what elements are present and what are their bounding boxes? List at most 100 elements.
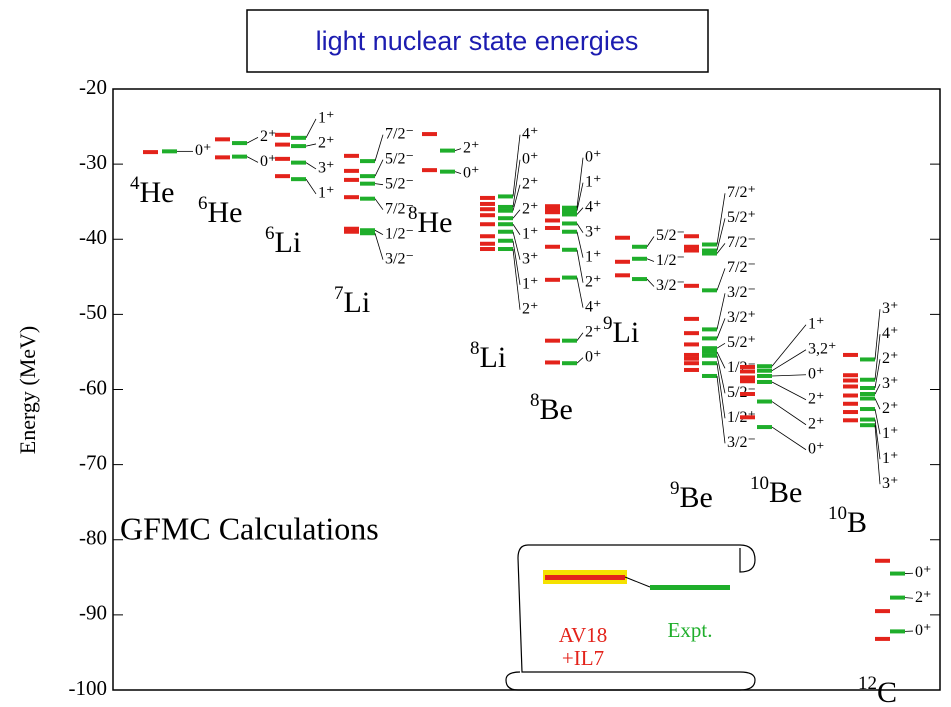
spin-label: 4⁺ [585, 198, 601, 215]
spin-label: 1⁺ [585, 248, 601, 265]
calc-level [480, 241, 495, 246]
y-tick-label: -20 [79, 75, 107, 99]
legend-scroll [505, 544, 756, 691]
calc-level [275, 156, 290, 161]
leader-line [646, 278, 655, 287]
nucleus-symbol: He [140, 176, 175, 209]
spin-label: 1/2⁻ [656, 252, 685, 269]
expt-level [757, 399, 772, 404]
leader-line [512, 224, 521, 235]
calc-level [480, 207, 495, 212]
leader-line [576, 182, 584, 211]
calc-level [684, 248, 699, 253]
nucleus-name: 6Li [265, 223, 301, 259]
leader-line [576, 357, 584, 364]
spin-label: 7/2⁻ [385, 125, 414, 142]
spin-label: 3/2⁺ [727, 309, 756, 326]
calc-level [875, 609, 890, 614]
expt-level [440, 148, 455, 153]
spin-label: 3⁺ [882, 375, 898, 392]
expt-level [702, 349, 717, 354]
spin-label: 0⁺ [915, 564, 931, 581]
calc-level [480, 234, 495, 239]
leader-line [716, 193, 726, 245]
expt-level [498, 222, 513, 227]
spin-label: 7/2⁺ [727, 184, 756, 201]
expt-level [291, 144, 306, 149]
spin-label: 3/2⁻ [727, 434, 756, 451]
calc-level [843, 384, 858, 389]
calc-level [740, 379, 755, 384]
spin-label: 0⁺ [808, 365, 824, 382]
leader-line [305, 162, 317, 170]
leader-line [576, 157, 584, 208]
calc-level [843, 373, 858, 378]
nucleus: 7/2⁺5/2⁺7/2⁻7/2⁻3/2⁻3/2⁺5/2⁺1/2⁻5/2⁻1/2⁺… [670, 184, 756, 514]
spin-label: 1⁺ [808, 315, 824, 332]
calc-level [843, 410, 858, 415]
expt-level [702, 346, 717, 351]
nucleus-name: 4He [130, 173, 174, 209]
nucleus-name: 10Be [750, 473, 802, 509]
calc-level [545, 225, 560, 230]
leader-line [576, 277, 584, 308]
leader-line [874, 334, 881, 380]
expt-level [860, 396, 875, 401]
calc-level [344, 177, 359, 182]
nucleus: 0⁺ 4He [130, 142, 211, 209]
nucleus: 0⁺ 2⁺ 0⁺ 12C [858, 558, 931, 707]
calc-level [684, 367, 699, 372]
leader-line [454, 171, 462, 174]
nucleus-mass: 10 [750, 473, 769, 494]
leader-line [716, 218, 726, 251]
expt-level [860, 385, 875, 390]
legend-expt-label: Expt. [668, 618, 713, 642]
expt-level [562, 275, 577, 280]
expt-level [757, 379, 772, 384]
expt-level [860, 392, 875, 397]
expt-level [291, 160, 306, 165]
calc-level [344, 153, 359, 158]
spin-label: 2⁺ [808, 390, 824, 407]
expt-level [562, 212, 577, 217]
calc-level [684, 244, 699, 249]
nucleus-name: 8Li [470, 338, 506, 374]
spin-label: 1⁺ [522, 275, 538, 292]
spin-label: 0⁺ [585, 348, 601, 365]
spin-label: 5/2⁺ [727, 209, 756, 226]
calc-level [344, 226, 359, 231]
leader-line [374, 233, 384, 260]
expt-level [360, 159, 375, 164]
expt-level [860, 377, 875, 382]
nucleus-symbol: C [877, 676, 897, 707]
calc-level [740, 364, 755, 369]
nucleus-symbol: Li [275, 226, 302, 259]
spin-label: 5/2⁻ [656, 227, 685, 244]
expt-level [562, 205, 577, 210]
calc-level [740, 392, 755, 397]
calc-level [684, 234, 699, 239]
spin-label: 3⁺ [882, 300, 898, 317]
nucleus-symbol: Be [769, 476, 802, 509]
calc-level [275, 174, 290, 179]
y-tick-label: -30 [79, 150, 107, 174]
leader-line [246, 156, 259, 163]
nucleus-name: 8Be [530, 390, 573, 426]
leader-line [771, 381, 807, 401]
calc-level [422, 168, 437, 173]
title-box [246, 9, 709, 73]
nucleus-name: 10B [828, 503, 867, 539]
leader-line [646, 258, 655, 262]
nucleus-mass: 4 [130, 173, 140, 194]
leader-line [716, 318, 726, 339]
calc-level [545, 277, 560, 282]
calc-level [545, 204, 560, 209]
leader-line [716, 243, 726, 254]
calc-level [684, 283, 699, 288]
leader-line [374, 159, 384, 177]
leader-line [904, 597, 914, 599]
spin-label: 7/2⁻ [727, 259, 756, 276]
expt-level [860, 407, 875, 412]
spin-label: 7/2⁻ [727, 234, 756, 251]
